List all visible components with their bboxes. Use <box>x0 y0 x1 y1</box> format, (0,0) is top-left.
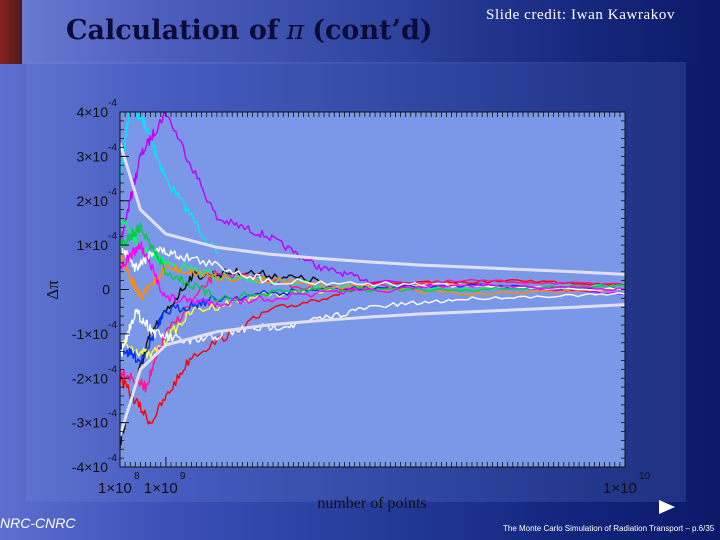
y-tick-label: -1×10 <box>72 326 108 342</box>
footer-slide-info: The Monte Carlo Simulation of Radiation … <box>503 524 715 533</box>
series-line-3 <box>120 279 625 425</box>
y-tick-exponent: -4 <box>108 142 117 153</box>
y-tick-exponent: -4 <box>108 231 117 242</box>
x-tick-label: 1×10 <box>98 480 132 497</box>
x-axis-label: number of points <box>317 495 426 512</box>
y-tick-label: -2×10 <box>72 370 108 386</box>
y-tick-exponent: -4 <box>108 364 117 375</box>
y-tick-exponent: -4 <box>108 320 117 331</box>
y-tick-label: 2×10 <box>76 193 108 209</box>
envelope-upper <box>120 142 625 276</box>
x-tick-exponent: 9 <box>180 471 186 482</box>
footer-logo-text: NRC-CNRC <box>0 515 76 531</box>
title-suffix: (cont’d) <box>312 15 433 46</box>
y-tick-label: 1×10 <box>76 237 108 253</box>
series-line-6 <box>120 269 625 393</box>
slide-credit: Slide credit: Iwan Kawrakov <box>486 7 676 23</box>
header-band <box>0 0 720 64</box>
y-tick-exponent: -4 <box>108 409 117 420</box>
next-slide-arrow-icon[interactable] <box>659 500 675 514</box>
title-pi-symbol: π <box>286 15 305 46</box>
envelope-lower <box>120 303 625 437</box>
y-tick-label: -4×10 <box>72 459 108 475</box>
y-tick-exponent: -4 <box>108 453 117 464</box>
slide-title: Calculation of π (cont’d) <box>66 15 433 46</box>
x-tick-label: 1×10 <box>144 480 178 497</box>
series-line-10 <box>120 292 625 357</box>
x-tick-exponent: 10 <box>639 471 651 482</box>
y-tick-label: 3×10 <box>76 148 108 164</box>
series-line-13 <box>120 241 625 308</box>
y-tick-label: 4×10 <box>76 104 108 120</box>
y-tick-label: 0 <box>102 282 110 298</box>
y-tick-exponent: -4 <box>108 187 117 198</box>
title-prefix: Calculation of <box>66 15 279 46</box>
x-tick-label: 1×10 <box>603 480 637 497</box>
y-tick-label: -3×10 <box>72 415 108 431</box>
y-tick-exponent: -4 <box>108 98 117 109</box>
series-line-9 <box>120 254 625 301</box>
accent-strip <box>0 0 22 64</box>
x-tick-exponent: 8 <box>134 471 140 482</box>
series-line-11 <box>120 241 625 291</box>
series-line-1 <box>120 112 218 255</box>
y-axis-label: Δπ <box>43 280 62 300</box>
series-line-12 <box>120 222 625 302</box>
